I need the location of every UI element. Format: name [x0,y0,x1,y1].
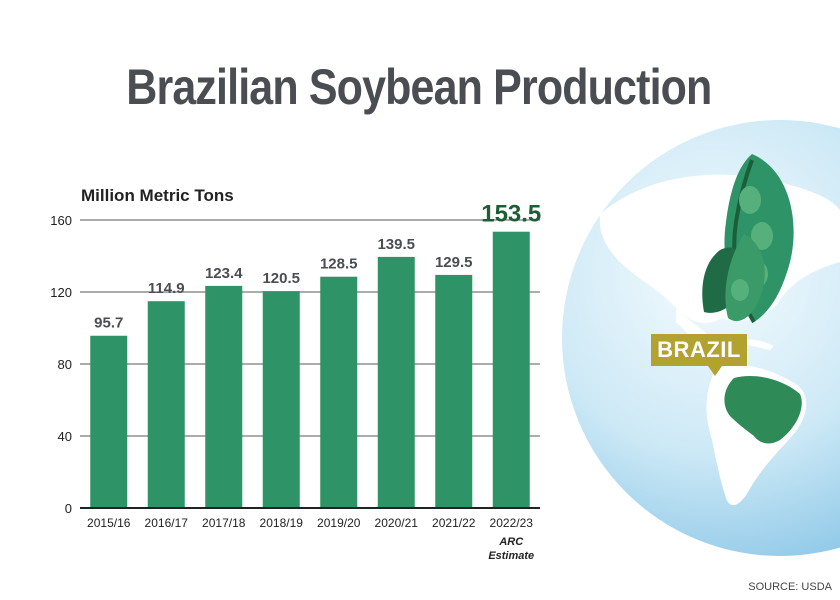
x-tick-label: 2015/16 [87,516,131,530]
y-tick-label: 40 [58,429,72,444]
bar [205,285,243,508]
brazil-label-pointer [708,366,722,376]
y-axis-label: Million Metric Tons [81,186,234,205]
soybean-pod-icon [702,154,794,324]
brazil-map-label: BRAZIL [651,334,747,366]
bar-value-label: 114.9 [148,280,185,297]
bar [320,276,358,508]
bar-chart: 0 40 80 120 160 95.7 2015/16 114.9 2016/17 123.4 2… [50,201,541,562]
y-tick-label: 160 [50,213,72,228]
chart-title: Brazilian Soybean Production [126,59,712,115]
x-tick-label: 2020/21 [375,516,419,530]
source-note: SOURCE: USDA [748,581,832,593]
y-tick-label: 120 [50,285,72,300]
bar [262,291,300,508]
x-tick-label: 2021/22 [432,516,476,530]
x-tick-label: 2016/17 [145,516,189,530]
bar [492,231,530,508]
x-tick-label: 2019/20 [317,516,361,530]
bar [90,335,128,508]
bar-value-label: 128.5 [320,256,358,273]
bar [377,256,415,508]
bar-value-label: 129.5 [435,254,473,271]
category-note: ARC [498,536,524,548]
bar-value-label: 120.5 [262,270,300,287]
bar-value-label: 123.4 [205,265,243,282]
category-note: Estimate [488,550,534,562]
bar-value-label: 95.7 [94,315,123,332]
x-tick-label: 2017/18 [202,516,246,530]
bar-value-label: 139.5 [377,236,415,253]
bar [147,301,185,508]
y-tick-label: 0 [65,501,72,516]
x-tick-label: 2018/19 [260,516,304,530]
bar-value-label: 153.5 [481,201,541,228]
y-tick-label: 80 [58,357,72,372]
bar [435,274,473,508]
x-tick-label: 2022/23 [490,516,534,530]
